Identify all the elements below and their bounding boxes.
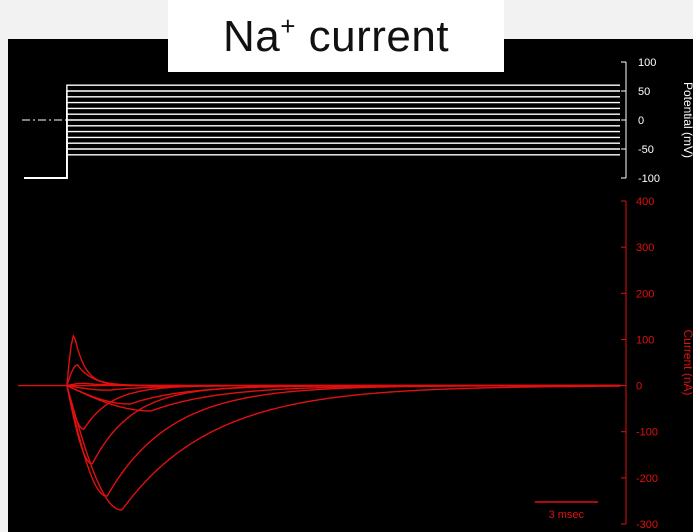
voltage-tick-label: -50	[638, 144, 654, 156]
current-trace	[66, 384, 620, 430]
current-trace	[66, 334, 620, 387]
voltage-tick-label: 0	[638, 115, 644, 127]
current-tick-label: -100	[636, 427, 658, 439]
current-tick-label: -200	[636, 473, 658, 485]
voltage-step-trace	[24, 113, 620, 179]
voltage-tick-label: 100	[638, 57, 656, 69]
current-tick-label: 200	[636, 288, 654, 300]
voltage-step-trace	[24, 84, 620, 179]
current-tick-label: 100	[636, 334, 654, 346]
title-superscript: +	[280, 10, 296, 41]
current-trace	[66, 385, 620, 511]
title-rest: current	[295, 11, 450, 61]
figure-panel: 100 50 0 -50 -100 Potential (mV) 400 300 200 100 0…	[8, 39, 693, 532]
voltage-axis-title: Potential (mV)	[681, 82, 693, 158]
current-tick-label: 300	[636, 242, 654, 254]
voltage-step-trace	[24, 148, 620, 179]
current-tick-label: -300	[636, 519, 658, 531]
title-main: Na	[222, 11, 281, 61]
voltage-step-trace	[24, 154, 620, 179]
current-trace	[66, 364, 620, 387]
chart-title-box: Na+ current	[168, 0, 504, 72]
chart-svg: 100 50 0 -50 -100 Potential (mV) 400 300 200 100 0…	[18, 57, 693, 531]
current-trace	[66, 384, 620, 497]
voltage-step-trace	[24, 125, 620, 179]
current-tick-label: 0	[636, 381, 642, 393]
chart-title: Na+ current	[223, 11, 449, 62]
voltage-tick-label: -100	[638, 173, 660, 185]
current-axis-title: Current (nA)	[681, 329, 693, 395]
current-tick-label: 400	[636, 196, 654, 208]
voltage-tick-label: 50	[638, 86, 650, 98]
current-trace	[66, 384, 620, 465]
scale-bar-label: 3 msec	[549, 509, 585, 521]
voltage-step-trace	[24, 90, 620, 179]
